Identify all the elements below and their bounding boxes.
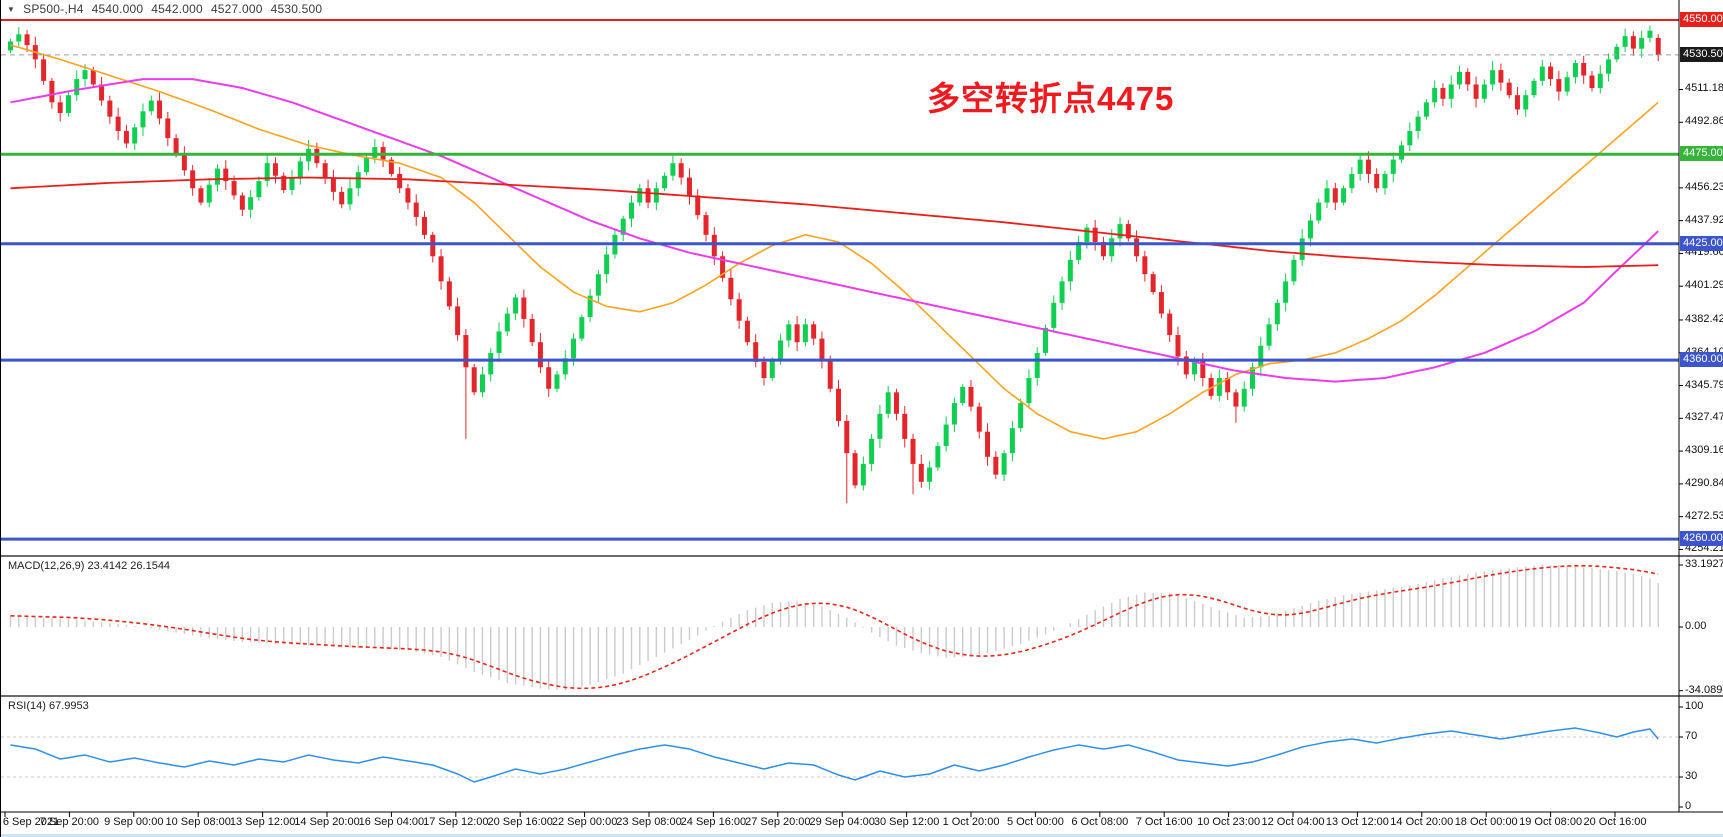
date-tick-label: 6 Sep 2021 [2,816,60,828]
ma-magenta-mid [10,78,1659,383]
rsi-layer [1,727,1679,783]
date-tick-label: 20 Oct 16:00 [1583,816,1647,828]
date-tick-label: 18 Oct 00:00 [1454,816,1518,828]
date-tick-label: 24 Sep 16:00 [680,816,747,828]
price-tick-label: 4492.865 [1685,115,1723,128]
macd-layer [9,564,1659,691]
date-tick-label: 17 Sep 12:00 [423,816,489,828]
ohlc-low: 4527.000 [210,2,263,16]
date-tick-label: 19 Oct 08:00 [1519,816,1583,828]
price-tag-4260.000: 4260.000 [1680,531,1723,547]
date-tick-label: 10 Sep 08:00 [165,816,231,828]
rsi-tick-label: 0 [1685,800,1692,812]
date-tick-label: 22 Sep 00:00 [551,816,618,828]
price-tick-label: 4272.530 [1685,509,1723,522]
price-tick-label: 4290.845 [1685,476,1723,489]
date-tick-label: 1 Oct 20:00 [942,816,1000,828]
price-tick-label: 4345.790 [1685,378,1723,391]
date-tick-label: 14 Sep 20:00 [294,816,360,828]
rsi-tick-label: 70 [1685,730,1698,742]
ohlc-close: 4530.500 [270,2,323,16]
moving-averages-layer [10,44,1659,440]
date-tick-label: 23 Sep 08:00 [616,816,682,828]
date-tick-label: 30 Sep 12:00 [873,816,940,828]
rsi-line [10,727,1659,783]
date-tick-label: 14 Oct 20:00 [1390,816,1454,828]
ma-orange-fast [10,44,1659,440]
date-tick-label: 20 Sep 16:00 [487,816,553,828]
macd-indicator-label: MACD(12,26,9) 23.4142 26.1544 [8,560,171,572]
price-tick-label: 4456.235 [1685,180,1723,193]
symbol-timeframe-label: SP500-,H4 [23,2,84,16]
macd-signal-line [10,565,1659,690]
price-tick-label: 4309.160 [1685,444,1723,457]
date-tick-label: 6 Oct 08:00 [1071,816,1129,828]
rsi-tick-label: 30 [1685,770,1698,782]
rsi-tick-label: 100 [1685,700,1704,712]
symbol-dropdown-icon[interactable]: ▼ [7,4,16,14]
chart-title-bar: ▼ SP500-,H4 4540.000 4542.000 4527.000 4… [7,2,324,16]
date-tick-label: 7 Oct 16:00 [1135,816,1193,828]
price-tag-4475.000: 4475.000 [1680,146,1723,162]
ohlc-high: 4542.000 [151,2,203,16]
date-tick-label: 13 Oct 12:00 [1325,816,1389,828]
date-tick-label: 7 Sep 20:00 [39,816,100,828]
date-tick-label: 27 Sep 20:00 [745,816,811,828]
date-tick-label: 16 Sep 04:00 [358,816,425,828]
date-tick-label: 9 Sep 00:00 [104,816,164,828]
price-tick-label: 4437.920 [1685,213,1723,226]
date-tick-label: 13 Sep 12:00 [229,816,296,828]
price-tick-label: 4511.180 [1685,82,1723,95]
price-tick-label: 4401.290 [1685,279,1723,292]
current-price-tag: 4530.500 [1680,46,1723,62]
ma-red-slow [10,176,1659,268]
rsi-indicator-label: RSI(14) 67.9953 [8,700,89,712]
price-tick-label: 4382.420 [1685,312,1723,325]
date-tick-label: 10 Oct 23:00 [1197,816,1261,828]
price-tag-4360.000: 4360.000 [1680,352,1723,368]
status-strip [1,834,1723,837]
macd-tick-label: 33.1927 [1685,557,1723,570]
date-tick-label: 5 Oct 00:00 [1006,816,1064,828]
ohlc-open: 4540.000 [91,2,144,16]
candles-layer [8,25,1661,504]
date-tick-label: 29 Sep 04:00 [809,816,875,828]
macd-tick-label: 0.00 [1685,620,1707,632]
price-tag-4550.000: 4550.000 [1680,12,1723,27]
annotation-text: 多空转折点4475 [927,80,1175,117]
date-tick-label: 12 Oct 04:00 [1261,816,1325,828]
price-tick-label: 4327.475 [1685,411,1723,424]
price-tag-4425.000: 4425.000 [1680,235,1723,251]
